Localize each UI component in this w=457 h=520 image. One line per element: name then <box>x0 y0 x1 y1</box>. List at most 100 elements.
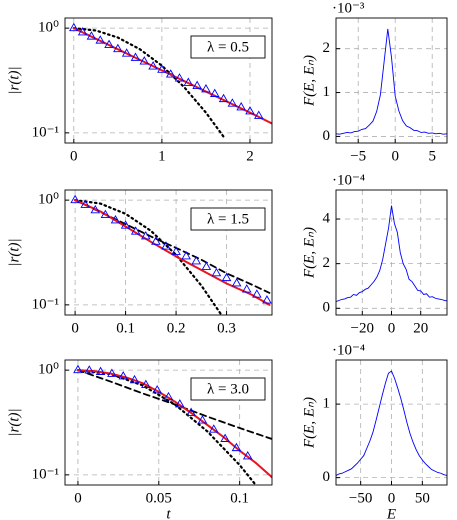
x-tick-label: −50 <box>349 490 372 506</box>
data-point <box>209 88 220 97</box>
data-point <box>152 385 162 394</box>
data-point <box>221 272 232 282</box>
plot-frame <box>335 17 448 144</box>
data-point <box>151 236 161 245</box>
data-line <box>74 199 223 315</box>
x-tick-label: 0.1 <box>230 490 249 506</box>
data-point <box>163 391 174 401</box>
data-point <box>181 251 191 260</box>
data-point <box>100 209 111 219</box>
data-point <box>70 194 80 204</box>
panel: 0 1 −50 0 50 F(E, Eₙ) E ·10⁻⁴ <box>301 342 448 520</box>
x-tick-label: 0 <box>74 490 82 506</box>
data-point <box>227 98 238 107</box>
y-tick-label: 1 <box>323 396 331 412</box>
y-tick-label: 10⁻¹ <box>32 466 59 482</box>
y-tick-label: 10⁰ <box>38 362 59 378</box>
scale-label: ·10⁻⁴ <box>332 172 365 188</box>
data-point <box>242 451 253 460</box>
annotation-box <box>190 377 266 401</box>
y-tick-label: 2 <box>323 255 331 271</box>
data-point <box>80 199 90 208</box>
y-tick-label: 0 <box>323 128 331 144</box>
x-tick-label: 0.3 <box>217 320 236 336</box>
scale-label: ·10⁻⁴ <box>332 342 365 358</box>
data-point <box>174 73 185 82</box>
x-tick-label: 5 <box>428 148 436 164</box>
data-point <box>191 255 202 265</box>
y-tick-label: 0 <box>323 300 331 316</box>
data-point <box>241 284 252 293</box>
y-tick-label: 10⁰ <box>38 192 59 208</box>
data-point <box>201 83 211 93</box>
data-point <box>245 106 255 115</box>
data-point <box>141 379 151 389</box>
data-point <box>121 48 132 57</box>
data-point <box>231 278 242 287</box>
data-point <box>148 61 158 70</box>
y-tick-label: 1 <box>323 84 331 100</box>
panel: 0 1 2 −5 0 5 F(E, Eₙ) ·10⁻³ <box>301 0 448 164</box>
panel: 10⁰ 10⁻¹ 0 0.1 0.2 0.3 |r(t)| λ = 1.5 <box>6 189 273 336</box>
x-tick-label: 20 <box>413 320 428 336</box>
x-tick-label: 2 <box>246 148 254 164</box>
x-axis-label: E <box>386 506 396 520</box>
x-tick-label: 0.2 <box>167 320 186 336</box>
data-point <box>231 442 242 452</box>
data-point <box>165 69 176 78</box>
y-axis-label: |r(t)| <box>6 408 22 436</box>
data-point <box>161 241 171 250</box>
plot-frame <box>335 359 448 486</box>
x-tick-label: 0.05 <box>146 490 172 506</box>
y-axis-label: |r(t)| <box>6 66 22 94</box>
y-tick-label: 10⁰ <box>38 20 59 36</box>
data-point <box>183 77 194 86</box>
data-point <box>104 39 114 48</box>
x-tick-label: 0 <box>388 490 396 506</box>
data-point <box>118 371 128 380</box>
data-point <box>252 289 262 298</box>
data-point <box>262 295 272 304</box>
y-tick-label: 10⁻¹ <box>32 296 59 312</box>
y-tick-label: 2 <box>323 40 331 56</box>
x-tick-label: 0.1 <box>116 320 135 336</box>
data-point <box>110 215 121 224</box>
plot-frame <box>64 189 273 316</box>
annotation: λ = 3.0 <box>207 381 249 397</box>
y-tick-label: 4 <box>323 210 331 226</box>
data-point <box>77 27 88 36</box>
data-point <box>157 64 167 73</box>
data-point <box>69 22 79 32</box>
data-point <box>86 31 97 40</box>
data-point <box>192 80 202 89</box>
plot-frame <box>64 17 273 144</box>
y-tick-label: 0 <box>323 469 331 485</box>
panel: 10⁰ 10⁻¹ 0 0.05 0.1 |r(t)| t λ = 3.0 <box>6 359 273 520</box>
y-axis-label: |r(t)| <box>6 238 22 266</box>
data-line <box>77 369 272 440</box>
x-tick-label: −20 <box>351 320 374 336</box>
x-tick-label: 0 <box>70 148 78 164</box>
data-point <box>95 366 106 375</box>
data-line <box>336 205 447 303</box>
data-point <box>130 226 141 235</box>
data-point <box>197 415 208 424</box>
data-line <box>336 370 447 476</box>
data-point <box>107 368 117 377</box>
data-point <box>120 220 131 229</box>
data-point <box>236 101 246 111</box>
annotation-box <box>190 207 266 231</box>
annotation: λ = 1.5 <box>207 211 249 227</box>
panel: 0 2 4 −20 0 20 F(E, Eₙ) ·10⁻⁴ <box>301 172 448 336</box>
data-point <box>139 56 150 65</box>
y-tick-label: 10⁻¹ <box>32 124 59 140</box>
y-axis-label: F(E, Eₙ) <box>301 397 317 449</box>
data-point <box>254 110 264 119</box>
x-tick-label: −5 <box>350 148 366 164</box>
x-tick-label: 0 <box>391 148 399 164</box>
panel: 10⁰ 10⁻¹ 0 1 2 |r(t)| λ = 0.5 <box>6 17 273 164</box>
y-axis-label: F(E, Eₙ) <box>301 55 317 107</box>
annotation-box <box>190 35 266 59</box>
x-tick-label: 0 <box>71 320 79 336</box>
